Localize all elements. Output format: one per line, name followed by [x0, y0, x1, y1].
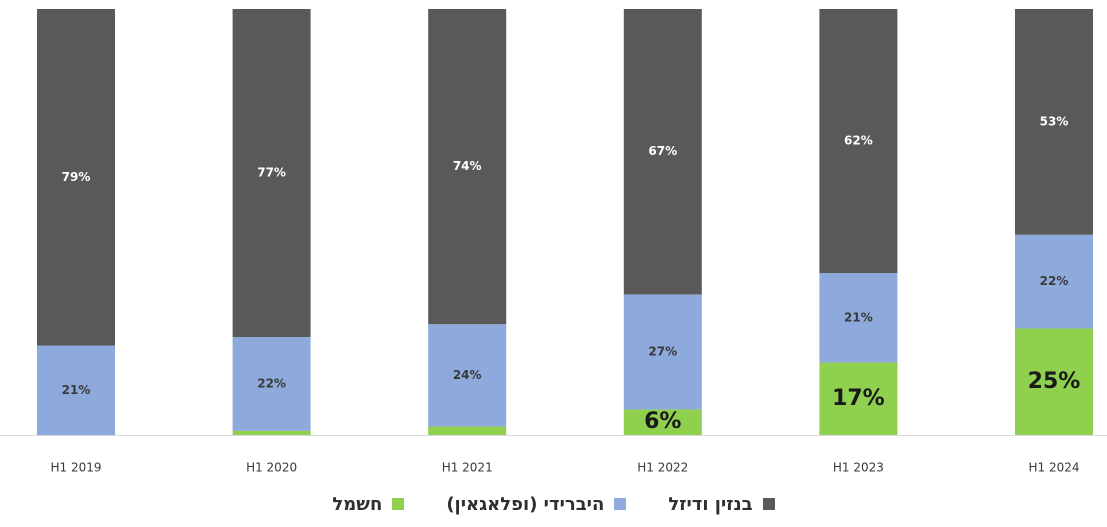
x-tick-label-3: H1 2022 [637, 461, 688, 475]
bar-label-2-5: 53% [1040, 114, 1069, 128]
x-tick-label-1: H1 2020 [246, 461, 297, 475]
bar-label-0-3: 6% [644, 409, 681, 434]
bar-segment-0-3 [623, 409, 702, 435]
x-tick-label-4: H1 2023 [833, 461, 884, 475]
legend-item-hybrid: היברידי (ופלאגאין) [446, 493, 627, 515]
x-tick-label-0: H1 2019 [50, 461, 101, 475]
x-tick-label-2: H1 2021 [442, 461, 493, 475]
bar-label-1-2: 24% [453, 368, 482, 382]
bar-segment-0-4 [819, 362, 898, 435]
bar-segment-1-5 [1015, 234, 1093, 329]
bar-label-2-1: 77% [257, 166, 286, 180]
bar-label-1-1: 22% [257, 376, 286, 390]
legend-item-petrol-diesel: בנזין ודיזל [668, 493, 775, 515]
bar-label-0-5: 25% [1028, 369, 1081, 394]
bar-label-2-2: 74% [453, 159, 482, 173]
bar-label-1-5: 22% [1040, 274, 1069, 288]
bar-segment-1-0 [37, 345, 115, 435]
bar-label-2-0: 79% [62, 170, 91, 184]
bar-segment-0-5 [1015, 328, 1093, 435]
bar-segment-0-1 [232, 430, 311, 435]
bar-segment-2-2 [428, 9, 507, 325]
legend-swatch-petrol-diesel [762, 498, 775, 510]
legend-swatch-hybrid [614, 498, 627, 510]
bar-segment-1-1 [232, 337, 311, 431]
bar-segment-0-2 [428, 426, 507, 435]
legend-swatch-electric [392, 498, 405, 510]
bar-label-2-4: 62% [844, 134, 873, 148]
bar-label-2-3: 67% [648, 144, 677, 158]
chart-legend: בנזין ודיזל היברידי (ופלאגאין) חשמל [0, 489, 1107, 519]
bar-label-1-3: 27% [648, 344, 677, 358]
bar-segment-2-5 [1015, 9, 1093, 235]
legend-label-petrol-diesel: בנזין ודיזל [668, 493, 753, 515]
bar-label-1-0: 21% [62, 383, 91, 397]
bar-segment-2-1 [232, 9, 311, 338]
x-tick-label-5: H1 2024 [1028, 461, 1079, 475]
bar-segment-2-0 [37, 9, 115, 346]
bar-segment-2-4 [819, 9, 898, 274]
legend-label-hybrid: היברידי (ופלאגאין) [446, 493, 605, 515]
bar-segment-1-4 [819, 273, 898, 363]
bar-segment-1-3 [623, 294, 702, 410]
bar-label-1-4: 21% [844, 310, 873, 324]
bar-segment-1-2 [428, 324, 507, 427]
bar-label-0-4: 17% [832, 386, 885, 411]
legend-item-electric: חשמל [332, 493, 405, 515]
bar-segment-2-3 [623, 9, 702, 295]
legend-label-electric: חשמל [332, 493, 383, 515]
